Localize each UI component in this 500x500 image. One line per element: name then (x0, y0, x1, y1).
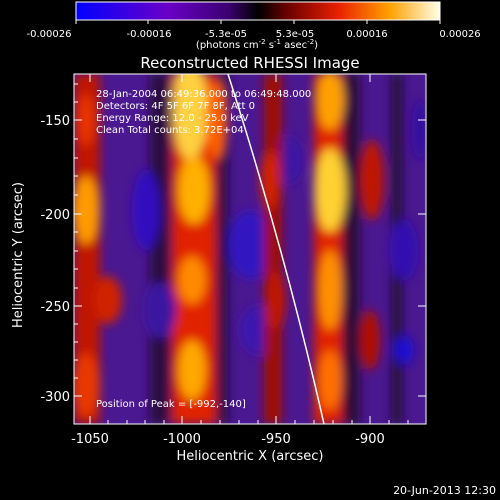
colorbar-unit: (photons cm-2 s-1 asec-2) (196, 38, 318, 51)
colorbar (75, 1, 441, 21)
colorbar-tick: 0.00026 (439, 29, 480, 40)
plot-frame (73, 73, 427, 425)
timestamp: 20-Jun-2013 12:30 (393, 484, 496, 497)
colorbar-tick: 5.3e-05 (276, 29, 314, 40)
x-tick-label: -950 (261, 432, 291, 447)
clean-counts-label: Clean Total counts: 3.72E+04 (96, 125, 244, 136)
colorbar-tick: -5.3e-05 (205, 29, 247, 40)
detectors-label: Detectors: 4F 5F 6F 7F 8F, Att 0 (96, 101, 255, 112)
colorbar-tick: 0.00016 (346, 29, 387, 40)
y-tick-label: -300 (40, 390, 70, 405)
y-ticks (74, 83, 426, 397)
energy-range-label: Energy Range: 12.0 - 25.0 keV (96, 113, 249, 124)
x-tick-label: -1000 (163, 432, 201, 447)
y-tick-label: -200 (40, 208, 70, 223)
y-axis-label: Heliocentric Y (arcsec) (11, 182, 26, 328)
colorbar-tick: -0.00016 (127, 29, 172, 40)
y-tick-label: -150 (40, 114, 70, 129)
x-tick-label: -900 (355, 432, 385, 447)
colorbar-tick: -0.00026 (27, 29, 72, 40)
rhessi-image (74, 74, 426, 424)
y-tick-label: -250 (40, 300, 70, 315)
plot-title: Reconstructed RHESSI Image (140, 54, 359, 72)
x-tick-label: -1050 (71, 432, 109, 447)
peak-position-label: Position of Peak = [-992,-140] (96, 399, 246, 410)
x-axis-label: Heliocentric X (arcsec) (177, 449, 324, 464)
time-range-label: 28-Jan-2004 06:49:36.000 to 06:49:48.000 (96, 89, 311, 100)
x-ticks (89, 74, 409, 424)
